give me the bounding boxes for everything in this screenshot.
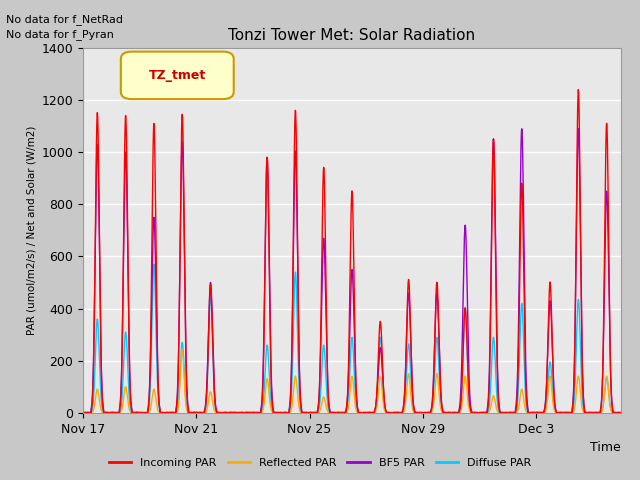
Reflected PAR <box>79 410 87 416</box>
Reflected PAR <box>568 410 576 416</box>
Line: BF5 PAR: BF5 PAR <box>83 129 621 413</box>
Reflected PAR <box>357 410 365 416</box>
Diffuse PAR <box>568 410 576 416</box>
Y-axis label: PAR (umol/m2/s) / Net and Solar (W/m2): PAR (umol/m2/s) / Net and Solar (W/m2) <box>26 126 36 335</box>
Line: Incoming PAR: Incoming PAR <box>83 90 621 413</box>
Incoming PAR <box>483 410 491 416</box>
BF5 PAR <box>518 126 525 132</box>
Reflected PAR <box>179 348 186 353</box>
Reflected PAR <box>420 410 428 416</box>
Incoming PAR <box>568 410 576 416</box>
X-axis label: Time: Time <box>590 441 621 454</box>
Diffuse PAR <box>617 410 625 416</box>
BF5 PAR <box>617 410 625 416</box>
BF5 PAR <box>485 375 493 381</box>
Incoming PAR <box>354 405 362 411</box>
Diffuse PAR <box>419 410 427 416</box>
Incoming PAR <box>617 409 625 415</box>
Reflected PAR <box>300 410 307 416</box>
Incoming PAR <box>486 379 493 384</box>
Incoming PAR <box>575 87 582 93</box>
BF5 PAR <box>79 410 87 416</box>
BF5 PAR <box>354 405 362 411</box>
Text: TZ_tmet: TZ_tmet <box>148 69 206 82</box>
Reflected PAR <box>486 408 493 414</box>
FancyBboxPatch shape <box>121 52 234 99</box>
Incoming PAR <box>357 410 365 416</box>
Diffuse PAR <box>150 262 158 267</box>
Line: Reflected PAR: Reflected PAR <box>83 350 621 413</box>
Reflected PAR <box>129 410 136 416</box>
Reflected PAR <box>617 410 625 416</box>
Diffuse PAR <box>129 410 136 416</box>
Line: Diffuse PAR: Diffuse PAR <box>83 264 621 413</box>
Incoming PAR <box>129 410 136 416</box>
Incoming PAR <box>419 410 427 416</box>
Text: No data for f_NetRad: No data for f_NetRad <box>6 14 124 25</box>
Diffuse PAR <box>79 410 87 416</box>
BF5 PAR <box>419 410 427 416</box>
BF5 PAR <box>357 410 365 416</box>
Text: No data for f_Pyran: No data for f_Pyran <box>6 29 115 40</box>
Reflected PAR <box>354 410 362 416</box>
Incoming PAR <box>79 409 87 415</box>
BF5 PAR <box>568 407 576 412</box>
Diffuse PAR <box>357 410 365 416</box>
BF5 PAR <box>129 410 136 416</box>
Diffuse PAR <box>354 408 362 414</box>
Diffuse PAR <box>486 401 493 407</box>
Title: Tonzi Tower Met: Solar Radiation: Tonzi Tower Met: Solar Radiation <box>228 28 476 43</box>
Legend: Incoming PAR, Reflected PAR, BF5 PAR, Diffuse PAR: Incoming PAR, Reflected PAR, BF5 PAR, Di… <box>105 453 535 472</box>
